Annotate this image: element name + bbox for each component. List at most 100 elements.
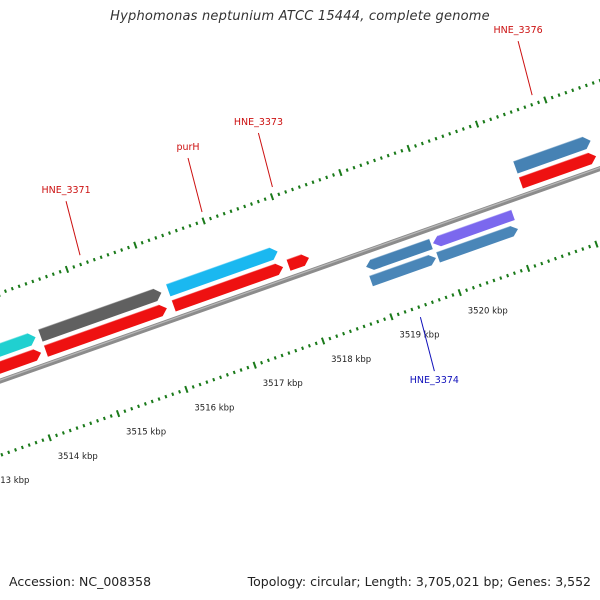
minor-tick xyxy=(414,144,417,148)
reverse-gene-arrow-highlight xyxy=(437,209,512,237)
forward-cds-arrow-highlight xyxy=(0,348,34,362)
outer-tick-track xyxy=(0,78,600,297)
minor-tick xyxy=(20,445,24,450)
minor-tick xyxy=(10,286,14,291)
forward-cds-arrow xyxy=(43,304,167,357)
minor-tick xyxy=(41,438,45,443)
minor-tick xyxy=(174,228,178,233)
minor-tick xyxy=(168,231,171,235)
minor-tick xyxy=(434,136,438,141)
gene-track xyxy=(0,136,597,374)
minor-tick xyxy=(86,260,89,264)
minor-tick xyxy=(348,329,352,334)
forward-cds-arrow-highlight xyxy=(286,253,302,261)
minor-tick xyxy=(499,276,503,280)
minor-tick xyxy=(24,282,28,286)
minor-tick xyxy=(154,236,158,240)
minor-tick xyxy=(14,448,18,452)
forward-cds-arrow-highlight xyxy=(171,263,276,301)
minor-tick xyxy=(448,131,452,136)
forward-gene-arrow xyxy=(513,136,591,174)
minor-tick xyxy=(171,392,175,397)
forward-gene-arrow-highlight xyxy=(0,332,28,344)
minor-tick xyxy=(232,370,236,375)
minor-tick xyxy=(557,93,561,97)
minor-tick xyxy=(212,377,216,382)
reverse-gene-arrow xyxy=(366,238,433,270)
major-tick xyxy=(457,288,462,297)
minor-tick xyxy=(403,310,407,314)
minor-tick xyxy=(130,406,134,411)
label-leader-line xyxy=(257,132,273,188)
minor-tick xyxy=(157,397,161,401)
minor-tick xyxy=(143,402,147,406)
minor-tick xyxy=(75,426,79,430)
minor-tick xyxy=(400,148,404,153)
minor-tick xyxy=(239,368,243,372)
minor-tick xyxy=(31,279,35,284)
minor-tick xyxy=(38,277,42,281)
forward-gene-arrow-highlight xyxy=(165,247,270,285)
gene-label: purH xyxy=(176,142,199,153)
minor-tick xyxy=(332,173,335,177)
minor-tick xyxy=(578,86,582,90)
minor-tick xyxy=(393,151,397,156)
minor-tick xyxy=(297,185,301,189)
minor-tick xyxy=(191,385,195,389)
minor-tick xyxy=(492,278,496,283)
minor-tick xyxy=(325,175,329,180)
reverse-cds-arrow xyxy=(369,255,436,287)
minor-tick xyxy=(113,250,117,255)
minor-tick xyxy=(79,262,83,267)
minor-tick xyxy=(571,88,575,93)
minor-tick xyxy=(512,271,516,276)
minor-tick xyxy=(215,214,219,218)
minor-tick xyxy=(509,110,513,114)
minor-tick xyxy=(27,443,31,447)
gene-label: HNE_3374 xyxy=(410,375,459,386)
minor-tick xyxy=(441,134,445,139)
minor-tick xyxy=(420,141,424,146)
minor-tick xyxy=(120,248,124,252)
minor-tick xyxy=(205,380,209,384)
minor-tick xyxy=(482,119,486,124)
label-leader-line xyxy=(419,317,435,372)
minor-tick xyxy=(68,428,72,433)
minor-tick xyxy=(55,433,59,438)
reverse-cds-arrow-highlight xyxy=(369,254,429,277)
forward-gene-arrow-highlight xyxy=(513,136,583,162)
minor-tick xyxy=(547,259,551,263)
minor-tick xyxy=(89,421,93,426)
minor-tick xyxy=(294,348,298,353)
major-tick xyxy=(320,337,326,345)
minor-tick xyxy=(51,272,55,277)
backbone-highlight xyxy=(0,166,600,381)
minor-tick xyxy=(335,334,339,338)
minor-tick xyxy=(560,254,564,259)
minor-tick xyxy=(256,199,260,204)
minor-tick xyxy=(280,353,284,358)
minor-tick xyxy=(17,284,21,289)
minor-tick xyxy=(318,177,322,182)
minor-tick xyxy=(588,244,592,249)
axis-label: 3520 kbp xyxy=(468,307,508,317)
major-tick xyxy=(133,241,138,249)
forward-cds-arrow xyxy=(0,349,42,374)
minor-tick xyxy=(489,117,493,122)
label-leader-line xyxy=(187,157,203,213)
forward-gene-arrow xyxy=(166,247,278,297)
minor-tick xyxy=(537,100,541,105)
minor-tick xyxy=(471,285,475,290)
minor-tick xyxy=(424,302,428,307)
minor-tick xyxy=(444,295,448,300)
minor-tick xyxy=(304,182,308,187)
minor-tick xyxy=(376,319,380,324)
minor-tick xyxy=(417,305,421,309)
minor-tick xyxy=(137,404,141,409)
minor-tick xyxy=(410,307,414,312)
minor-tick xyxy=(44,274,48,279)
minor-tick xyxy=(540,261,544,266)
minor-tick xyxy=(260,360,264,365)
minor-tick xyxy=(506,273,510,278)
minor-tick xyxy=(369,322,373,326)
